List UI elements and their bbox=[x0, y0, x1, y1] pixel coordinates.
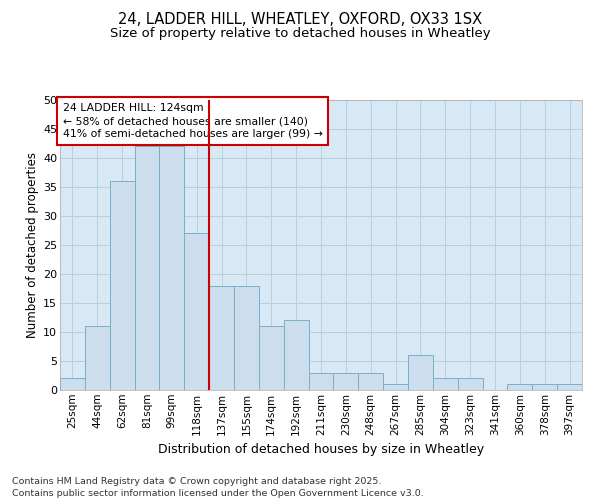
Y-axis label: Number of detached properties: Number of detached properties bbox=[26, 152, 39, 338]
Bar bbox=[85, 326, 110, 390]
Bar bbox=[184, 234, 209, 390]
Bar bbox=[433, 378, 458, 390]
Text: 24, LADDER HILL, WHEATLEY, OXFORD, OX33 1SX: 24, LADDER HILL, WHEATLEY, OXFORD, OX33 … bbox=[118, 12, 482, 28]
Bar bbox=[234, 286, 259, 390]
Bar bbox=[60, 378, 85, 390]
Bar bbox=[408, 355, 433, 390]
Bar bbox=[134, 146, 160, 390]
Bar bbox=[284, 320, 308, 390]
Bar bbox=[557, 384, 582, 390]
Bar bbox=[259, 326, 284, 390]
Bar bbox=[308, 372, 334, 390]
Bar bbox=[358, 372, 383, 390]
Text: Size of property relative to detached houses in Wheatley: Size of property relative to detached ho… bbox=[110, 28, 490, 40]
Bar bbox=[383, 384, 408, 390]
Bar bbox=[209, 286, 234, 390]
Bar bbox=[334, 372, 358, 390]
Bar bbox=[160, 146, 184, 390]
Bar bbox=[458, 378, 482, 390]
Bar bbox=[532, 384, 557, 390]
Bar bbox=[508, 384, 532, 390]
Text: Distribution of detached houses by size in Wheatley: Distribution of detached houses by size … bbox=[158, 442, 484, 456]
Text: Contains HM Land Registry data © Crown copyright and database right 2025.
Contai: Contains HM Land Registry data © Crown c… bbox=[12, 476, 424, 498]
Bar bbox=[110, 181, 134, 390]
Text: 24 LADDER HILL: 124sqm
← 58% of detached houses are smaller (140)
41% of semi-de: 24 LADDER HILL: 124sqm ← 58% of detached… bbox=[62, 103, 322, 140]
